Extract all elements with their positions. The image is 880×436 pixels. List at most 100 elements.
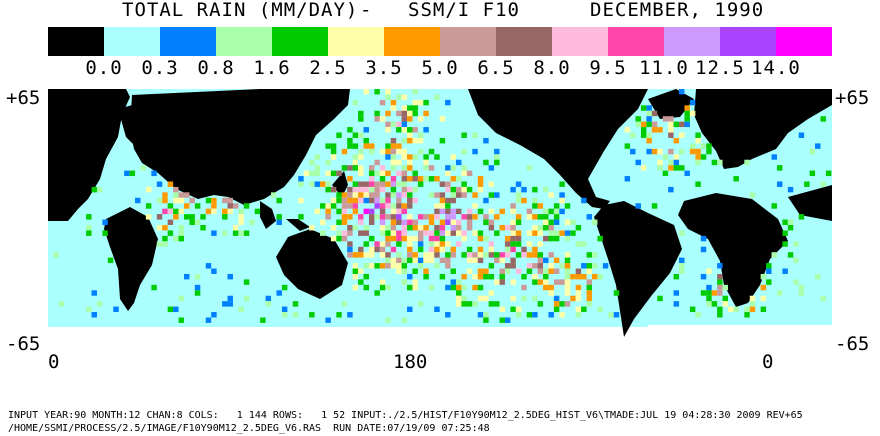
- rain-pixel: [390, 246, 397, 253]
- legend-label: 1.6: [253, 57, 291, 79]
- rain-pixel: [673, 159, 680, 166]
- rain-pixel: [445, 219, 451, 225]
- rain-pixel: [396, 241, 402, 247]
- rain-pixel: [673, 154, 680, 160]
- rain-pixel: [407, 159, 413, 166]
- rain-pixel: [488, 252, 495, 258]
- rain-pixel: [417, 246, 424, 253]
- rain-pixel: [407, 273, 413, 280]
- rain-pixel: [564, 268, 571, 274]
- rain-pixel: [504, 263, 511, 269]
- rain-pixel: [466, 214, 473, 220]
- rain-pixel: [445, 99, 451, 106]
- rain-pixel: [428, 219, 435, 225]
- rain-pixel: [564, 279, 571, 285]
- rain-pixel: [564, 301, 571, 307]
- rain-pixel: [412, 170, 418, 177]
- rain-pixel: [417, 148, 424, 155]
- rain-pixel: [368, 263, 375, 269]
- rain-pixel: [173, 197, 179, 204]
- title-period: DECEMBER, 1990: [590, 0, 765, 21]
- rain-pixel: [477, 295, 484, 302]
- rain-pixel: [363, 230, 369, 236]
- rain-pixel: [330, 143, 337, 149]
- rain-pixel: [358, 148, 364, 155]
- rain-pixel: [401, 263, 408, 269]
- rain-pixel: [532, 197, 538, 204]
- rain-pixel: [412, 197, 418, 204]
- rain-pixel: [717, 284, 723, 291]
- rain-pixel: [494, 159, 500, 166]
- rain-pixel: [124, 170, 130, 177]
- rain-pixel: [570, 219, 576, 225]
- rain-pixel: [238, 230, 244, 236]
- rain-pixel: [526, 252, 533, 258]
- rain-pixel: [564, 235, 571, 242]
- rain-pixel: [368, 170, 375, 177]
- rain-pixel: [135, 197, 141, 204]
- rain-pixel: [407, 241, 413, 247]
- rain-pixel: [820, 116, 826, 122]
- rain-pixel: [532, 246, 538, 253]
- rain-pixel: [390, 203, 397, 209]
- rain-pixel: [450, 219, 456, 225]
- rain-pixel: [782, 219, 788, 225]
- rain-pixel: [325, 317, 331, 323]
- rain-pixel: [320, 203, 326, 209]
- rain-pixel: [412, 219, 418, 225]
- rain-pixel: [483, 295, 489, 302]
- rain-pixel: [553, 219, 560, 225]
- rain-pixel: [445, 252, 451, 258]
- rain-pixel: [434, 225, 440, 231]
- rain-pixel: [700, 290, 707, 296]
- rain-pixel: [461, 214, 467, 220]
- rain-pixel: [396, 230, 402, 236]
- rain-pixel: [238, 219, 244, 225]
- rain-pixel: [581, 273, 587, 280]
- rain-pixel: [575, 295, 582, 302]
- rain-pixel: [336, 132, 342, 138]
- rain-pixel: [488, 301, 495, 307]
- rain-pixel: [749, 301, 756, 307]
- rain-pixel: [575, 273, 582, 280]
- rain-pixel: [423, 230, 429, 236]
- lat-label-top-left: +65: [6, 87, 41, 109]
- rain-pixel: [385, 89, 391, 95]
- rain-pixel: [379, 230, 386, 236]
- rain-pixel: [559, 230, 565, 236]
- rain-pixel: [510, 219, 516, 225]
- rain-pixel: [548, 290, 554, 296]
- rain-pixel: [706, 148, 712, 155]
- rain-pixel: [646, 132, 652, 138]
- rain-pixel: [390, 219, 397, 225]
- rain-pixel: [243, 295, 250, 302]
- rain-pixel: [521, 246, 527, 253]
- rain-pixel: [401, 137, 408, 144]
- title-instrument: SSM/I F10: [408, 0, 520, 21]
- legend-label: 3.5: [365, 57, 403, 79]
- rain-pixel: [820, 295, 826, 302]
- rain-pixel: [428, 246, 435, 253]
- rain-pixel: [341, 203, 348, 209]
- rain-pixel: [401, 170, 408, 177]
- rain-pixel: [423, 154, 429, 160]
- rain-pixel: [537, 214, 544, 220]
- footer-line-2: /HOME/SSMI/PROCESS/2.5/IMAGE/F10Y90M12_2…: [8, 423, 490, 434]
- rain-pixel: [385, 154, 391, 160]
- rain-pixel: [352, 165, 359, 171]
- rain-pixel: [194, 203, 201, 209]
- rain-pixel: [374, 170, 380, 177]
- rain-pixel: [390, 176, 397, 182]
- rain-pixel: [472, 284, 478, 291]
- rain-pixel: [809, 148, 816, 155]
- rain-pixel: [412, 252, 418, 258]
- rain-pixel: [358, 186, 364, 193]
- rain-pixel: [396, 110, 402, 117]
- rain-pixel: [477, 284, 484, 291]
- rain-pixel: [352, 181, 359, 187]
- rain-pixel: [668, 186, 674, 193]
- rain-pixel: [543, 186, 549, 193]
- rain-pixel: [706, 284, 712, 291]
- rain-pixel: [673, 290, 680, 296]
- rain-pixel: [314, 208, 320, 215]
